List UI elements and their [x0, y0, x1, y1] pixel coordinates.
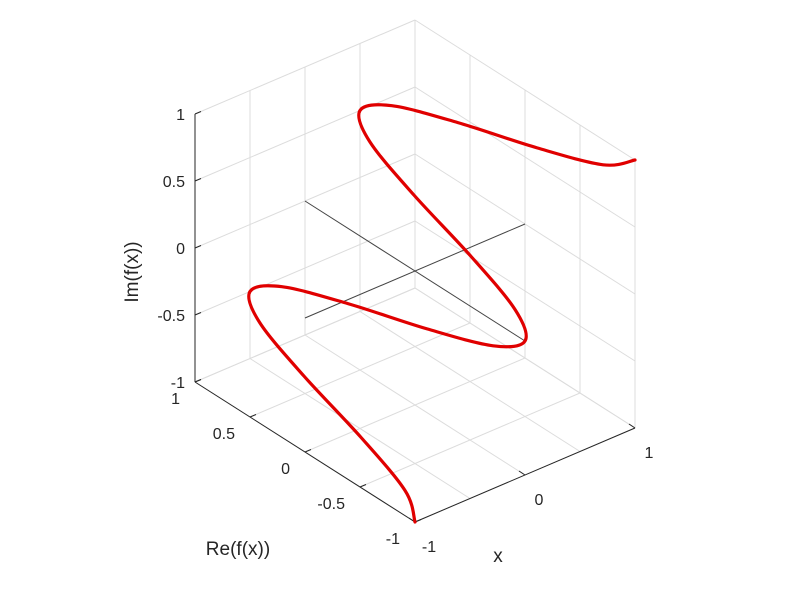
- grid-line: [194, 86, 416, 182]
- y-tick: [194, 379, 202, 383]
- x-tick-label: 1: [645, 445, 654, 462]
- y-tick-label: -0.5: [317, 496, 345, 513]
- y-tick-label: 0: [281, 461, 290, 478]
- y-tick: [359, 484, 367, 488]
- grid-line: [249, 322, 471, 418]
- grid-line: [359, 392, 581, 488]
- grid-line: [414, 86, 636, 228]
- z-tick: [194, 178, 202, 182]
- origin-y-axis: [304, 200, 526, 342]
- grid-line: [194, 220, 416, 316]
- grid-line: [414, 220, 636, 362]
- y-axis-label: Re(f(x)): [206, 539, 270, 560]
- y-tick: [249, 414, 257, 418]
- y-tick-label: 0.5: [213, 426, 235, 443]
- series-line: [247, 103, 637, 524]
- y-tick: [304, 449, 312, 453]
- z-tick-label: 0: [176, 241, 185, 258]
- z-tick-label: -0.5: [157, 308, 185, 325]
- x-tick-label: -1: [422, 539, 436, 556]
- grid-line: [194, 19, 416, 115]
- x-tick: [628, 423, 636, 429]
- z-tick-label: 1: [176, 107, 185, 124]
- x-tick-label: 0: [535, 492, 544, 509]
- grid-line: [194, 287, 416, 383]
- y-tick-label: -1: [386, 531, 400, 548]
- series-layer: [247, 103, 637, 524]
- grid-line: [304, 357, 526, 453]
- z-tick-label: -1: [171, 375, 185, 392]
- z-axis-label: Im(f(x)): [122, 241, 143, 302]
- z-tick: [194, 111, 202, 115]
- y-tick-label: 1: [171, 391, 180, 408]
- z-tick: [194, 312, 202, 316]
- z-tick: [194, 245, 202, 249]
- tick-labels: -1-0.500.51-1-0.500.51-101: [157, 107, 653, 556]
- tick-marks: [194, 111, 636, 523]
- grid-line: [414, 19, 636, 161]
- x-axis-label: x: [493, 546, 503, 567]
- x-tick: [518, 470, 526, 476]
- z-tick-label: 0.5: [163, 174, 185, 191]
